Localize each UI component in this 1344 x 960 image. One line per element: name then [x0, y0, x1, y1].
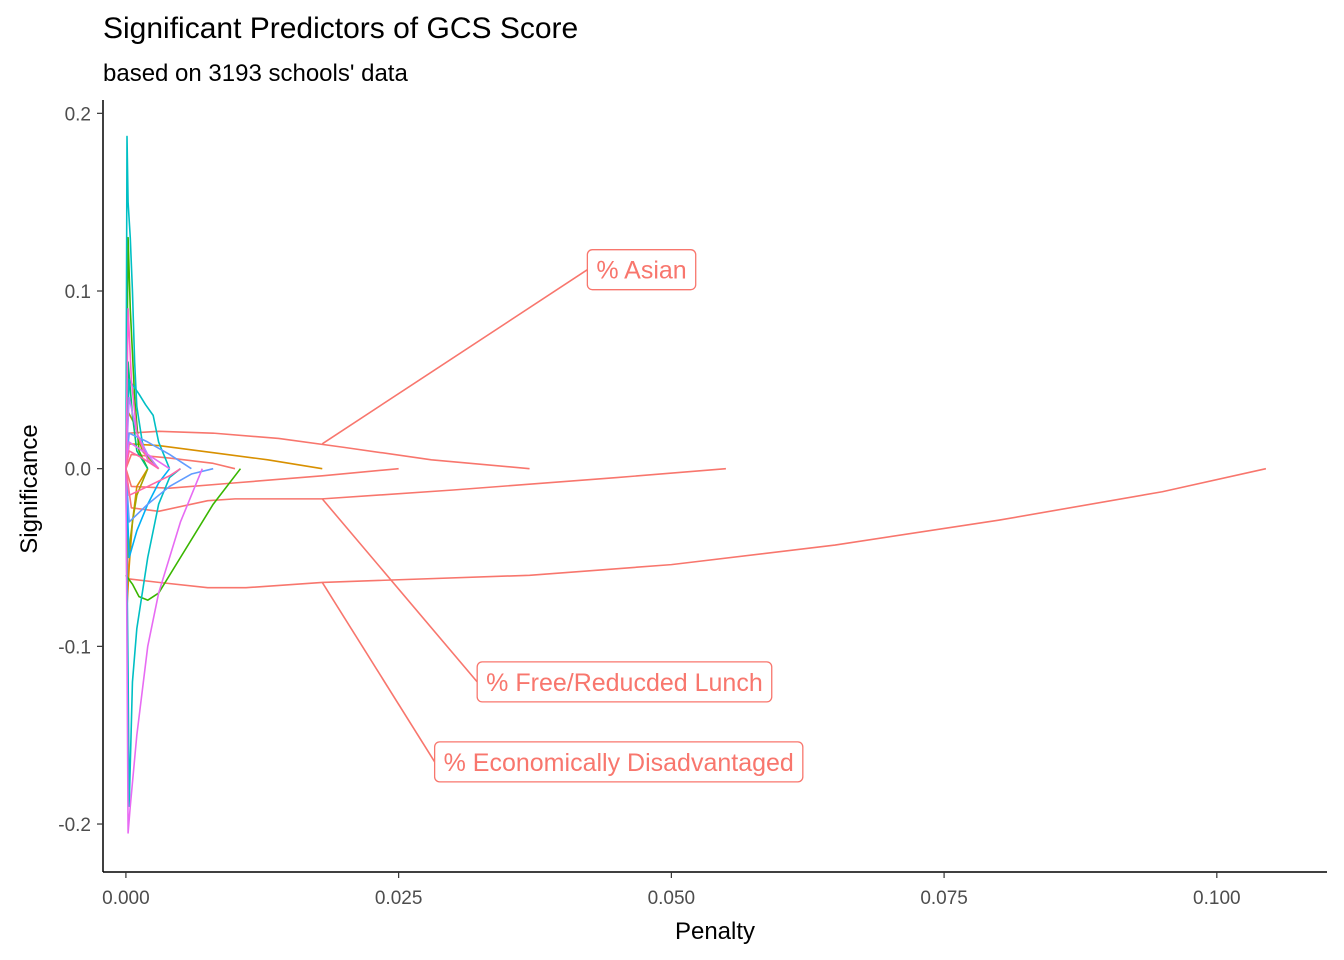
series-layer — [125, 135, 1267, 834]
x-tick-label: 0.050 — [648, 888, 696, 909]
series-line-4 — [125, 467, 399, 490]
series-line-1 — [125, 430, 530, 470]
annotation-label-box: % Free/Reducded Lunch — [476, 661, 773, 703]
annotation-box — [433, 741, 804, 783]
y-tick-label: 0.0 — [65, 460, 91, 481]
series-line-16 — [125, 468, 171, 559]
x-axis-ticks: 0.000 0.025 0.050 0.075 0.100 — [102, 872, 1241, 909]
x-tick-label: 0.000 — [102, 888, 150, 909]
chart-title: Significant Predictors of GCS Score — [103, 12, 579, 45]
series-line-23 — [125, 468, 181, 497]
annotation-label: % Asian — [596, 257, 686, 285]
x-tick-label: 0.075 — [920, 888, 968, 909]
annotation-layer: % Asian % Free/Reducded Lunch % Economical… — [321, 249, 804, 783]
annotation-leader-line — [321, 581, 436, 763]
annotation-leader-line — [321, 269, 588, 445]
y-tick-label: -0.1 — [58, 637, 91, 658]
series-line-24 — [125, 450, 160, 470]
y-tick-label: 0.1 — [65, 282, 91, 303]
series-line-22 — [125, 307, 160, 470]
annotation-box — [586, 249, 697, 291]
series-line-14 — [125, 468, 181, 808]
annotation-label: % Free/Reducded Lunch — [486, 669, 763, 697]
annotation-label: % Economically Disadvantaged — [444, 749, 794, 777]
y-tick-label: -0.2 — [58, 815, 91, 836]
y-tick-label: 0.2 — [65, 104, 91, 125]
y-axis-ticks: -0.2 -0.1 0.0 0.1 0.2 — [58, 104, 103, 836]
series-line-15 — [125, 379, 171, 469]
series-line-20 — [125, 468, 204, 834]
annotation-label-box: % Asian — [586, 249, 697, 291]
series-line-2 — [125, 467, 1267, 589]
series-line-18 — [125, 467, 214, 523]
series-line-10 — [125, 236, 149, 470]
series-line-21 — [125, 441, 170, 470]
series-line-13 — [125, 135, 160, 470]
series-line-3 — [125, 467, 726, 513]
series-line-5 — [125, 453, 236, 470]
series-line-11 — [125, 468, 242, 601]
x-tick-label: 0.100 — [1193, 888, 1241, 909]
chart-subtitle: based on 3193 schools' data — [103, 60, 408, 87]
x-tick-label: 0.025 — [375, 888, 423, 909]
annotation-leader-line — [321, 498, 478, 683]
y-axis-title: Significance — [16, 424, 43, 553]
x-axis-title: Penalty — [675, 918, 755, 945]
annotation-box — [476, 661, 773, 703]
annotation-label-box: % Economically Disadvantaged — [433, 741, 804, 783]
